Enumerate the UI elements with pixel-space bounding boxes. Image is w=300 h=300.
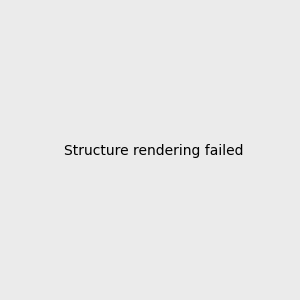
- Text: Structure rendering failed: Structure rendering failed: [64, 145, 244, 158]
